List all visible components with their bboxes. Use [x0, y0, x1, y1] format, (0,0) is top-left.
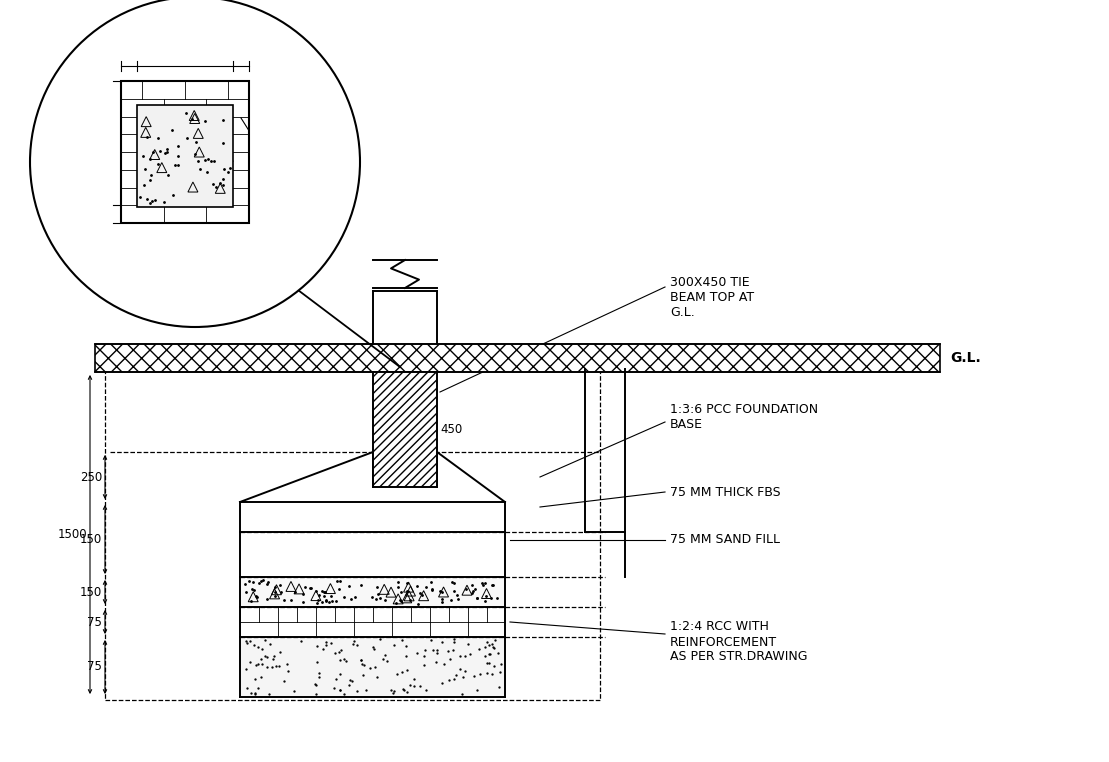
Text: G.L.: G.L. [950, 351, 980, 365]
Bar [95, 344, 940, 372]
Text: 300X450 TIE
BEAM TOP AT
G.L.: 300X450 TIE BEAM TOP AT G.L. [670, 276, 754, 319]
Text: 450: 450 [83, 136, 103, 146]
Text: 1:3:6 PCC FOUNDATION
BASE: 1:3:6 PCC FOUNDATION BASE [670, 403, 818, 431]
Text: 75: 75 [90, 209, 103, 219]
Text: 75: 75 [88, 661, 102, 674]
Circle shape [30, 0, 360, 327]
Text: 150: 150 [80, 533, 102, 546]
Bar [240, 637, 505, 697]
Text: 150: 150 [80, 585, 102, 598]
Text: RCC: RCC [230, 168, 256, 181]
Text: 450: 450 [440, 423, 462, 436]
Text: BRICKS
SOILING: BRICKS SOILING [243, 104, 297, 132]
Bar [138, 105, 233, 207]
Text: 250: 250 [80, 470, 102, 484]
Text: 1:2:4 RCC WITH
REINFORCEMENT
AS PER STR.DRAWING: 1:2:4 RCC WITH REINFORCEMENT AS PER STR.… [670, 620, 807, 664]
Text: 300: 300 [175, 50, 195, 60]
Bar [373, 372, 437, 487]
Text: 75: 75 [88, 616, 102, 629]
Text: 75: 75 [122, 50, 135, 60]
Bar [240, 577, 505, 607]
Text: 1500: 1500 [58, 528, 87, 541]
Text: 75: 75 [234, 50, 247, 60]
Text: 75 MM THICK FBS: 75 MM THICK FBS [670, 485, 781, 498]
Text: 75 MM SAND FILL: 75 MM SAND FILL [670, 533, 780, 546]
Bar [121, 81, 250, 223]
